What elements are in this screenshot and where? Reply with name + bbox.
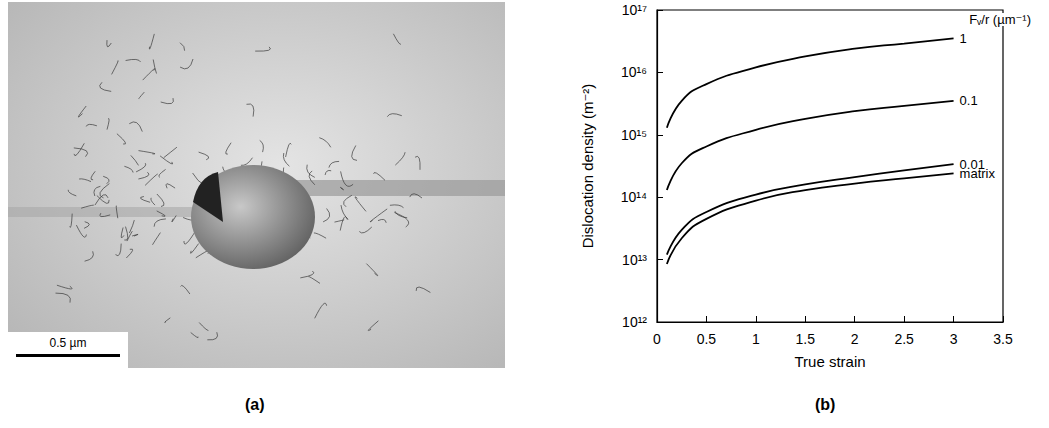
- svg-text:10¹⁶: 10¹⁶: [621, 64, 647, 80]
- svg-text:10¹⁴: 10¹⁴: [621, 189, 647, 205]
- html-text:(a): (a): [245, 396, 265, 413]
- svg-text:True strain: True strain: [794, 353, 865, 370]
- svg-text:10¹⁵: 10¹⁵: [621, 127, 647, 143]
- svg-text:0.5 µm: 0.5 µm: [50, 336, 87, 350]
- html-text:(b): (b): [815, 396, 836, 413]
- svg-text:0.1: 0.1: [960, 93, 978, 108]
- svg-text:2: 2: [851, 331, 859, 347]
- svg-text:Dislocation density (m⁻²): Dislocation density (m⁻²): [579, 84, 596, 249]
- svg-text:10¹⁷: 10¹⁷: [622, 2, 647, 18]
- svg-text:0.5: 0.5: [697, 331, 717, 347]
- svg-text:10¹²: 10¹²: [622, 314, 647, 330]
- svg-text:1.5: 1.5: [796, 331, 816, 347]
- svg-text:2.5: 2.5: [894, 331, 914, 347]
- svg-text:3.5: 3.5: [993, 331, 1013, 347]
- svg-text:3: 3: [950, 331, 958, 347]
- svg-text:1: 1: [752, 331, 760, 347]
- svg-text:1: 1: [960, 31, 967, 46]
- svg-text:Fᵥ/r (µm⁻¹): Fᵥ/r (µm⁻¹): [969, 12, 1031, 27]
- svg-text:0: 0: [653, 331, 661, 347]
- svg-text:matrix: matrix: [960, 166, 996, 181]
- svg-text:10¹³: 10¹³: [622, 252, 647, 268]
- svg-text:0.01: 0.01: [959, 156, 985, 172]
